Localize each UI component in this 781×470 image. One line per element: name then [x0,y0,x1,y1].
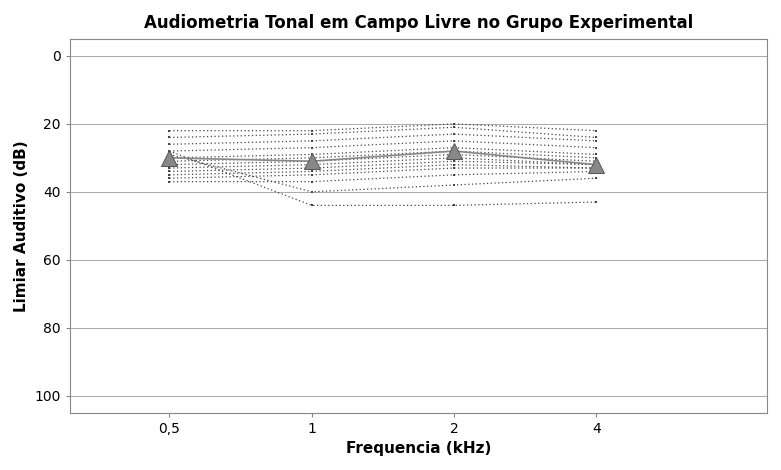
X-axis label: Frequencia (kHz): Frequencia (kHz) [346,441,491,456]
Y-axis label: Limiar Auditivo (dB): Limiar Auditivo (dB) [14,140,29,312]
Title: Audiometria Tonal em Campo Livre no Grupo Experimental: Audiometria Tonal em Campo Livre no Grup… [144,14,693,32]
